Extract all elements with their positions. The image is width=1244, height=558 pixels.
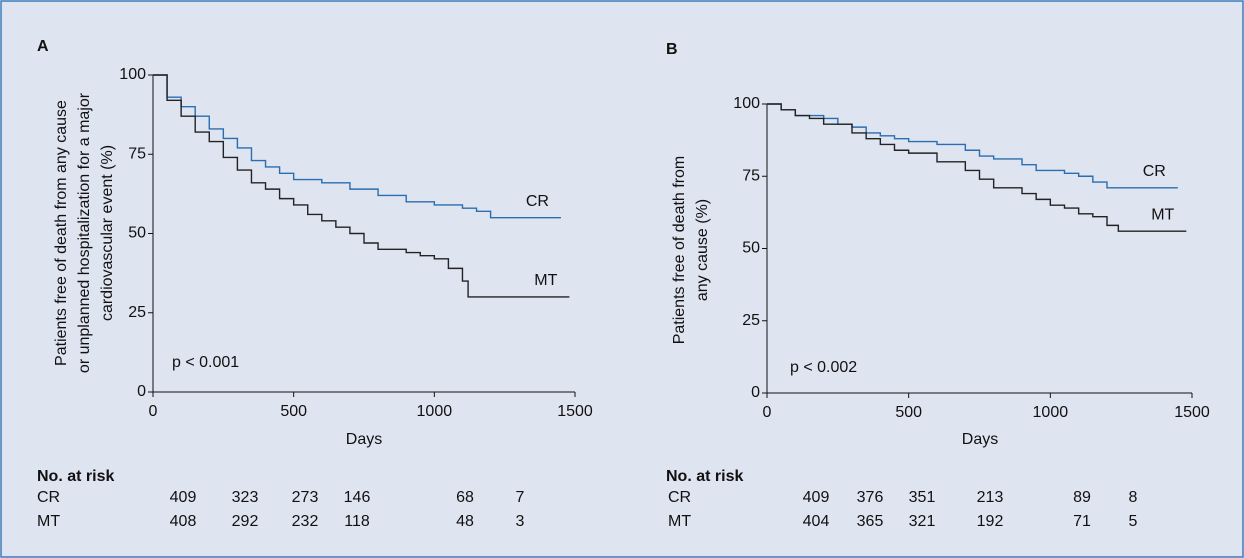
risk-count: 351 (909, 489, 936, 506)
y-axis-label: Patients free of death from (671, 156, 688, 345)
risk-count: 71 (1073, 513, 1091, 530)
panel-label: A (37, 38, 49, 55)
risk-count: 5 (1129, 513, 1138, 530)
line-label: MT (534, 272, 557, 289)
risk-count: 7 (516, 489, 525, 506)
survival-line (767, 103, 1178, 189)
risk-count: 273 (292, 489, 319, 506)
risk-count: 89 (1073, 489, 1091, 506)
x-axis-label: Days (346, 431, 382, 448)
x-tick-label: 1500 (557, 403, 593, 420)
risk-table-title: No. at risk (37, 468, 114, 485)
risk-count: 404 (803, 513, 830, 530)
y-tick-label: 25 (128, 304, 146, 321)
y-axis-label: cardiovascular event (%) (99, 145, 116, 321)
risk-count: 118 (344, 513, 370, 530)
line-label: CR (1143, 163, 1166, 180)
y-axis-label: or unplanned hospitalization for a major (76, 92, 93, 373)
survival-line (153, 74, 561, 219)
risk-count: 146 (344, 489, 371, 506)
y-axis-label: any cause (%) (694, 199, 711, 301)
risk-count: 8 (1129, 489, 1138, 506)
line-label: MT (1151, 206, 1174, 223)
line-label: CR (526, 193, 549, 210)
survival-line (153, 74, 570, 298)
x-tick-label: 1500 (1174, 404, 1210, 421)
x-axis-label: Days (962, 431, 998, 448)
y-tick-label: 75 (128, 145, 146, 162)
risk-count: 192 (977, 513, 1004, 530)
p-value: p < 0.001 (172, 354, 239, 371)
y-tick-label: 50 (742, 240, 760, 257)
x-tick-label: 1000 (417, 403, 453, 420)
risk-row-name: MT (37, 513, 60, 530)
risk-count: 321 (909, 513, 936, 530)
risk-row-name: MT (668, 513, 691, 530)
y-tick-label: 100 (733, 95, 760, 112)
risk-count: 292 (232, 513, 259, 530)
x-tick-label: 1000 (1033, 404, 1069, 421)
risk-count: 68 (456, 489, 474, 506)
risk-count: 409 (803, 489, 830, 506)
y-axis-label: Patients free of death from any cause (53, 100, 70, 366)
risk-table-title: No. at risk (666, 468, 743, 485)
risk-count: 3 (516, 513, 525, 530)
risk-count: 48 (456, 513, 474, 530)
risk-row-name: CR (37, 489, 60, 506)
risk-count: 408 (170, 513, 197, 530)
x-tick-label: 500 (895, 404, 922, 421)
panel-label: B (666, 41, 678, 58)
p-value: p < 0.002 (790, 359, 857, 376)
survival-line (767, 103, 1187, 232)
y-tick-label: 100 (119, 66, 146, 83)
x-tick-label: 0 (149, 403, 158, 420)
y-tick-label: 0 (751, 384, 760, 401)
risk-count: 365 (857, 513, 884, 530)
risk-count: 323 (232, 489, 259, 506)
y-tick-label: 25 (742, 312, 760, 329)
risk-count: 232 (292, 513, 319, 530)
x-tick-label: 500 (280, 403, 307, 420)
y-tick-label: 50 (128, 225, 146, 242)
y-tick-label: 75 (742, 167, 760, 184)
risk-count: 213 (977, 489, 1004, 506)
risk-count: 376 (857, 489, 884, 506)
risk-count: 409 (170, 489, 197, 506)
risk-row-name: CR (668, 489, 691, 506)
x-tick-label: 0 (763, 404, 772, 421)
y-tick-label: 0 (137, 383, 146, 400)
